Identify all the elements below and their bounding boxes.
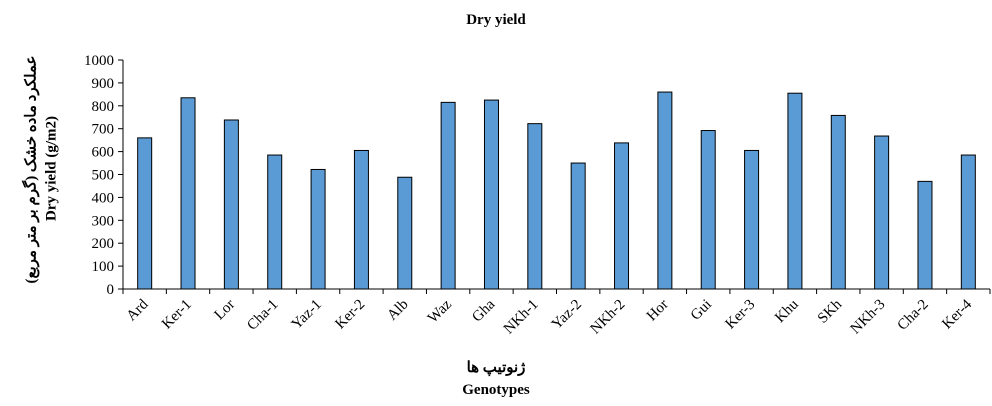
bar-lor [223,119,239,290]
x-tick-label: NKh-2 [588,297,629,338]
x-tick-label: Yaz-1 [289,297,325,333]
bar-ard [137,137,153,290]
y-tick-label: 0 [107,282,115,298]
x-tick-label: NKh-1 [501,297,542,338]
y-tick-label: 600 [92,145,115,161]
bar-ker-3 [744,149,760,290]
bar-ker-4 [960,154,976,290]
bar-khu [787,92,803,290]
bar-waz [440,101,456,290]
bar-cha-1 [267,154,283,290]
bar-ker-1 [180,97,196,290]
bar-nkh-3 [874,135,890,290]
x-tick-label: Ard [124,296,152,324]
bar-cha-2 [917,180,933,290]
y-tick-label: 500 [92,168,115,184]
y-tick-label: 200 [92,236,115,252]
x-tick-label: Lor [212,297,239,324]
x-tick-label: Cha-1 [244,297,281,334]
x-tick-label: Waz [425,296,455,326]
x-tick-label: Khu [772,296,802,326]
x-tick-label: Gha [469,296,498,325]
bar-gha [483,99,499,290]
x-axis-title: Genotypes [462,382,530,398]
y-tick-label: 100 [92,259,115,275]
x-tick-label: SKh [815,296,846,327]
x-tick-label: Cha-2 [895,297,932,334]
x-tick-label: Ker-1 [159,297,195,333]
y-tick-label: 900 [92,76,115,92]
y-tick-label: 700 [92,122,115,138]
bar-alb [397,176,413,290]
y-tick-label: 800 [92,99,115,115]
bar-ker-2 [353,149,369,290]
bar-yaz-1 [310,168,326,290]
y-tick-label: 300 [92,213,115,229]
bar-gui [700,130,716,290]
x-axis-title-persian: ژنوتیپ ها [466,360,526,376]
bar-nkh-2 [614,142,630,290]
x-tick-label: Gui [688,297,715,324]
chart-title: Dry yield [466,12,526,28]
x-tick-label: Hor [644,297,672,325]
bar-nkh-1 [527,123,543,290]
x-tick-label: Alb [384,297,411,324]
x-tick-label: NKh-3 [848,297,889,338]
x-tick-label: Ker-4 [939,296,975,332]
bar-hor [657,91,673,290]
bar-skh [830,114,846,290]
x-tick-label: Ker-3 [723,297,759,333]
y-tick-label: 400 [92,190,115,206]
x-tick-label: Ker-2 [332,297,368,333]
bar-yaz-2 [570,162,586,290]
y-tick-label: 1000 [84,53,114,69]
x-tick-label: Yaz-2 [549,297,585,333]
